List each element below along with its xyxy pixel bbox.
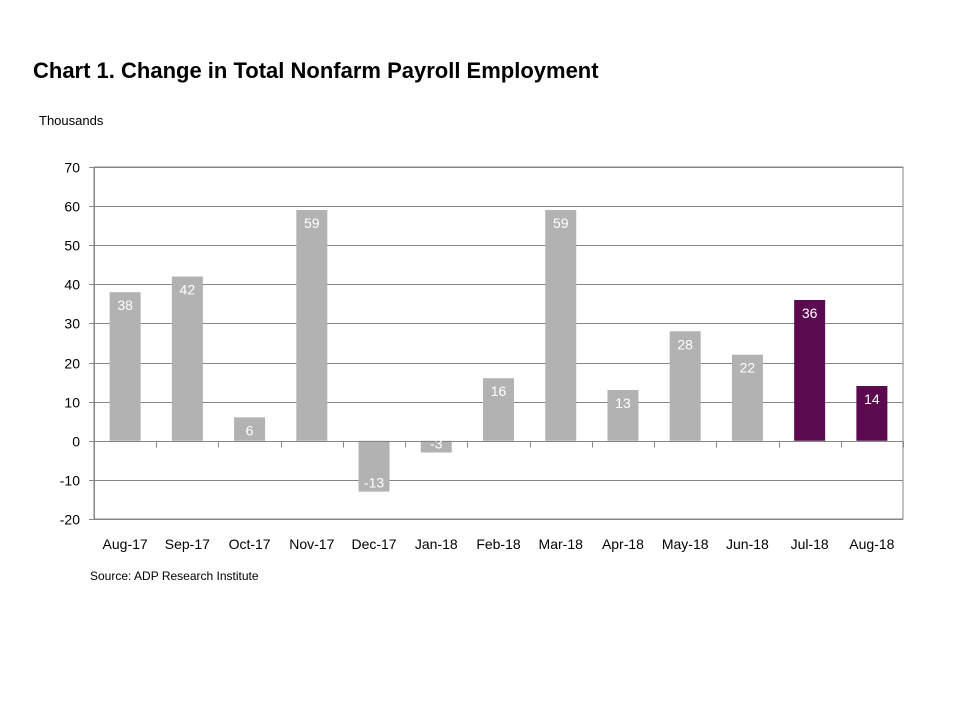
data-label: 6 (246, 422, 254, 438)
x-tick-label: Jul-18 (791, 536, 829, 552)
axes (89, 167, 904, 520)
labels: -20 -10 0 10 20 30 40 50 60 70 38 Aug-17 42 Sep-17 6 Oc… (60, 160, 895, 553)
x-tick-label: Jan-18 (415, 536, 458, 552)
data-label: 38 (117, 297, 133, 313)
bar-may-18 (669, 331, 701, 441)
bar-dec-17 (358, 440, 390, 492)
data-label: 59 (304, 215, 320, 231)
bars (109, 210, 888, 492)
y-tick-label: 0 (72, 434, 80, 450)
y-tick-label: 50 (64, 238, 80, 254)
y-tick-label: 10 (64, 395, 80, 411)
data-label: 59 (553, 215, 569, 231)
data-label: 13 (615, 395, 631, 411)
y-tick-label: 60 (64, 199, 80, 215)
y-tick-label: -20 (60, 512, 80, 528)
chart-title: Chart 1. Change in Total Nonfarm Payroll… (33, 58, 599, 83)
x-tick-label: Feb-18 (476, 536, 521, 552)
bar-mar-18 (545, 210, 577, 441)
bar-jul-18 (794, 299, 826, 441)
y-tick-label: -10 (60, 473, 80, 489)
x-tick-label: Oct-17 (229, 536, 271, 552)
bar-feb-18 (483, 378, 514, 441)
bar-jan-18 (420, 440, 452, 453)
data-label: 14 (864, 391, 880, 407)
gridlines (93, 166, 904, 520)
x-tick-label: May-18 (662, 536, 709, 552)
y-tick-label: 30 (64, 316, 80, 332)
data-label: 22 (740, 360, 756, 376)
y-tick-label: 20 (64, 356, 80, 372)
bar-aug-17 (109, 292, 141, 441)
data-label: 28 (677, 336, 693, 352)
bar-aug-18 (856, 386, 888, 441)
data-label: 16 (491, 383, 507, 399)
x-tick-label: Dec-17 (351, 536, 396, 552)
x-tick-label: Apr-18 (602, 536, 644, 552)
x-tick-label: Nov-17 (289, 536, 334, 552)
y-axis-unit-label: Thousands (39, 113, 104, 128)
plot-area-frame (93, 166, 904, 520)
bar-apr-18 (607, 389, 639, 441)
x-tick-label: Mar-18 (539, 536, 584, 552)
bar-jun-18 (731, 354, 763, 441)
x-tick-label: Aug-18 (849, 536, 894, 552)
y-tick-label: 70 (64, 160, 80, 176)
bar-nov-17 (296, 210, 328, 441)
data-label: -3 (430, 436, 443, 452)
data-label: 36 (802, 305, 818, 321)
data-label: 42 (180, 282, 196, 298)
bar-sep-17 (171, 276, 203, 441)
source-note: Source: ADP Research Institute (90, 569, 259, 583)
data-label: -13 (364, 475, 384, 491)
y-tick-label: 40 (64, 277, 80, 293)
x-tick-label: Sep-17 (165, 536, 210, 552)
bar-oct-17 (234, 417, 266, 441)
x-tick-label: Jun-18 (726, 536, 769, 552)
x-tick-label: Aug-17 (103, 536, 148, 552)
